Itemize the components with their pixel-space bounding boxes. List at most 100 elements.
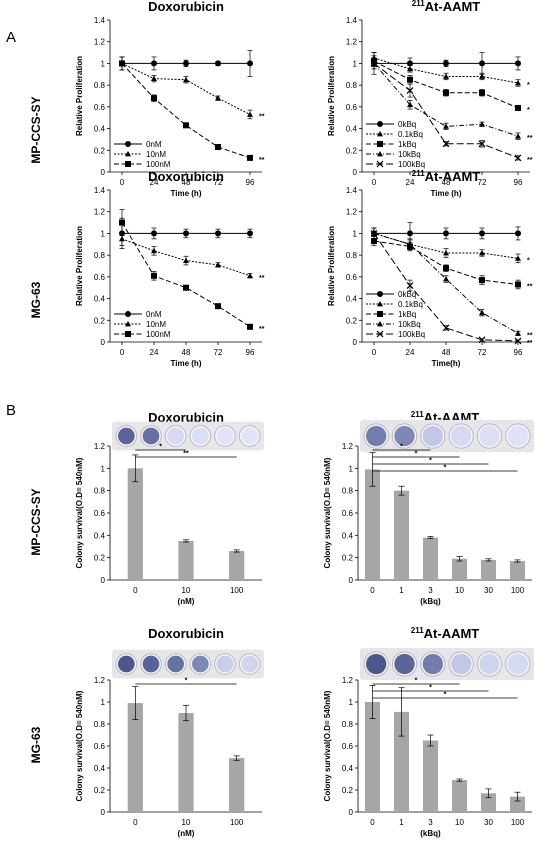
data-point: [514, 154, 522, 162]
data-point: [151, 75, 157, 82]
legend-marker: [376, 160, 384, 168]
data-point: [183, 284, 189, 291]
colony-plate-image: [360, 647, 534, 681]
series-10nm: **: [119, 56, 265, 120]
bar-chart-doxorubicin-mg-63: Doxorubicin 0 0.2 0.4 0.6 0.8 1 1.2 0 10 100 (nM) Co…: [75, 626, 264, 838]
legend-label: 0nM: [146, 310, 162, 319]
x-tick-label: 24: [150, 348, 159, 357]
data-point: [442, 140, 450, 148]
series-line: [373, 63, 519, 159]
bar: [364, 702, 381, 812]
data-point: [443, 89, 449, 96]
bar-10: [178, 539, 194, 580]
x-tick-label: 0: [370, 818, 375, 827]
y-tick-label: 0.8: [346, 81, 358, 90]
bar: [509, 796, 526, 812]
bar-30: [480, 788, 497, 812]
data-point: [247, 323, 253, 330]
data-point: [406, 282, 414, 289]
culture-well: [448, 423, 474, 449]
y-tick-label: 1.2: [94, 208, 106, 217]
y-tick-label: 0.4: [94, 764, 106, 773]
culture-well: [238, 425, 261, 447]
significance-label: *: [444, 465, 447, 472]
significance-label: *: [185, 678, 188, 685]
chart-title-main: At-AAMT: [425, 0, 481, 14]
well-stain: [479, 653, 500, 675]
y-tick-label: 0.4: [342, 764, 354, 773]
legend-marker: [377, 131, 383, 137]
significance-label: *: [415, 451, 418, 458]
significance-label: **: [527, 157, 533, 164]
data-point: [247, 60, 253, 67]
bar-100: [509, 791, 526, 812]
well-stain: [366, 653, 387, 675]
significance-label: **: [527, 283, 533, 290]
significance-label: *: [415, 678, 418, 685]
well-stain: [241, 655, 258, 673]
x-tick-label: 96: [514, 348, 523, 357]
line-chart-doxorubicin-mg-63: Doxorubicin 0 0.2 0.4 0.6 0.8 1 1.2 1.4 0 24 48 72 96…: [75, 169, 265, 368]
legend-label: 1kBq: [398, 140, 416, 149]
data-point: [215, 230, 221, 237]
y-tick-label: 0.6: [346, 273, 358, 282]
x-axis-label: Time (h): [171, 189, 202, 198]
culture-well: [214, 653, 236, 675]
bar-10: [178, 704, 194, 812]
series-line: [373, 60, 519, 109]
data-point: [407, 241, 413, 247]
chart-title: Doxorubicin: [148, 0, 224, 14]
x-tick-label: 0: [120, 348, 125, 357]
x-axis-label: (nM): [178, 597, 195, 606]
y-tick-label: 0.4: [94, 295, 106, 304]
bar: [127, 468, 143, 580]
bar: [422, 537, 439, 580]
data-point: [478, 336, 486, 344]
y-tick-label: 0.8: [94, 487, 106, 496]
data-point: [515, 104, 521, 111]
bar-0: [364, 685, 381, 812]
colony-plate-image: [360, 419, 534, 453]
y-tick-label: 1: [353, 59, 358, 68]
well-stain: [422, 425, 444, 447]
data-point: [215, 261, 221, 268]
y-tick-label: 0: [101, 168, 106, 177]
bar-0: [364, 452, 381, 580]
well-stain: [216, 427, 234, 445]
culture-well: [476, 423, 503, 449]
x-tick-label: 48: [442, 348, 451, 357]
well-stain: [167, 427, 185, 445]
well-stain: [142, 655, 160, 673]
data-point: [371, 238, 377, 245]
x-axis-label: (kBq): [420, 829, 441, 838]
y-tick-label: 0.6: [94, 273, 106, 282]
chart-title-main: At-AAMT: [424, 626, 480, 641]
data-point: [443, 230, 449, 237]
bar-3: [422, 734, 439, 812]
y-tick-label: 0: [349, 808, 354, 817]
line-chart-at-aamt-mg-63: 211At-AAMT 0 0.2 0.4 0.6 0.8 1 1.2 1.4 0 24 48 72 96 T…: [327, 169, 533, 368]
x-axis-label: Time (h): [431, 189, 462, 198]
x-tick-label: 72: [478, 178, 487, 187]
y-axis-label: Colony survival(O.D= 540nM): [323, 457, 332, 568]
y-tick-label: 0.2: [94, 316, 106, 325]
bar-10: [451, 778, 468, 812]
well-stain: [451, 653, 472, 675]
legend-label: 0nM: [146, 140, 162, 149]
y-tick-label: 1.4: [346, 186, 358, 195]
data-point: [515, 330, 521, 336]
chart-title-superscript: 211: [411, 410, 424, 419]
series-0-1kbq: *: [371, 52, 530, 89]
legend-marker: [377, 141, 383, 147]
data-point: [407, 65, 413, 72]
chart-title-main: At-AAMT: [425, 169, 481, 184]
data-point: [479, 277, 485, 284]
x-tick-label: 10: [455, 818, 464, 827]
culture-well: [505, 423, 531, 449]
data-point: [407, 101, 413, 108]
data-point: [151, 230, 157, 237]
bar-0: [127, 686, 143, 812]
well-stain: [118, 655, 135, 673]
